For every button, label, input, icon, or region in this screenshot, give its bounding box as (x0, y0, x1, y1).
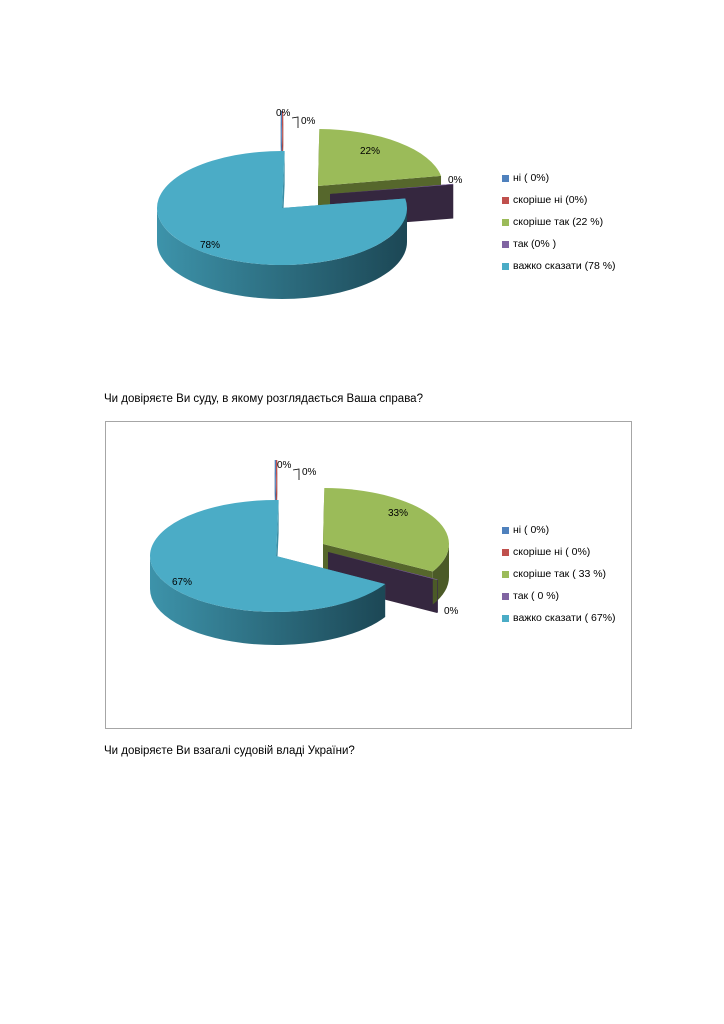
legend-label: так (0% ) (513, 238, 557, 250)
legend-swatch (502, 196, 509, 204)
data-label-tak: 0% (444, 606, 459, 617)
legend-label: ні ( 0%) (513, 524, 550, 536)
data-label-skorishe-tak: 33% (388, 508, 409, 519)
data-label-vazhko: 67% (172, 577, 193, 588)
legend-swatch (502, 570, 509, 578)
data-label-ni: 0% (276, 108, 291, 119)
leader-line (292, 468, 300, 480)
slice-side-tak (437, 579, 438, 613)
legend-label: ні ( 0%) (513, 172, 550, 184)
legend-swatch (502, 548, 509, 556)
leader-line (291, 116, 299, 128)
legend-label: скоріше ні ( 0%) (513, 546, 591, 558)
slice-skorishe-tak (323, 488, 449, 572)
slice-tak (328, 552, 438, 580)
legend-swatch (502, 240, 509, 248)
legend-label: скоріше так ( 33 %) (513, 568, 607, 580)
legend-item: ні ( 0%) (502, 167, 616, 189)
slice-side-vazhko-skazaty (157, 208, 407, 299)
legend-item: важко сказати ( 67%) (502, 607, 616, 629)
legend-item: так (0% ) (502, 233, 616, 255)
data-label-skorishe-tak: 22% (360, 146, 381, 157)
data-label-ni: 0% (277, 460, 292, 471)
data-label-vazhko: 78% (200, 240, 221, 251)
legend-item: ні ( 0%) (502, 519, 616, 541)
slice-vazhko-skazaty (150, 499, 386, 612)
data-label-skorishe-ni: 0% (302, 467, 317, 478)
slice-side-vazhko-skazaty (150, 556, 386, 646)
legend-label: скоріше так (22 %) (513, 216, 604, 228)
slice-vazhko-skazaty (157, 150, 407, 265)
legend-item: скоріше ні (0%) (502, 189, 616, 211)
question-2: Чи довіряєте Ви взагалі судовій владі Ук… (104, 745, 355, 757)
legend-swatch (502, 614, 509, 622)
slice-side-skorishe-tak (432, 544, 449, 605)
legend-swatch (502, 174, 509, 182)
data-label-tak: 0% (448, 175, 463, 186)
legend-chart-2: ні ( 0%) скоріше ні ( 0%) скоріше так ( … (502, 519, 616, 629)
legend-chart-1: ні ( 0%) скоріше ні (0%) скоріше так (22… (502, 167, 616, 277)
legend-item: так ( 0 %) (502, 585, 616, 607)
question-1: Чи довіряєте Ви суду, в якому розглядаєт… (104, 393, 423, 405)
legend-swatch (502, 262, 509, 270)
slice-tak (330, 183, 454, 194)
chart-2-frame (105, 421, 632, 729)
legend-item: важко сказати (78 %) (502, 255, 616, 277)
legend-swatch (502, 592, 509, 600)
legend-label: так ( 0 %) (513, 590, 560, 602)
legend-label: важко сказати (78 %) (513, 260, 616, 272)
legend-item: скоріше ні ( 0%) (502, 541, 616, 563)
legend-swatch (502, 218, 509, 226)
slice-cut-face-tak (328, 552, 438, 613)
legend-item: скоріше так ( 33 %) (502, 563, 616, 585)
data-label-skorishe-ni: 0% (301, 116, 316, 127)
legend-swatch (502, 526, 509, 534)
slice-skorishe-tak (318, 129, 442, 186)
legend-label: важко сказати ( 67%) (513, 612, 616, 624)
legend-label: скоріше ні (0%) (513, 194, 588, 206)
legend-item: скоріше так (22 %) (502, 211, 616, 233)
